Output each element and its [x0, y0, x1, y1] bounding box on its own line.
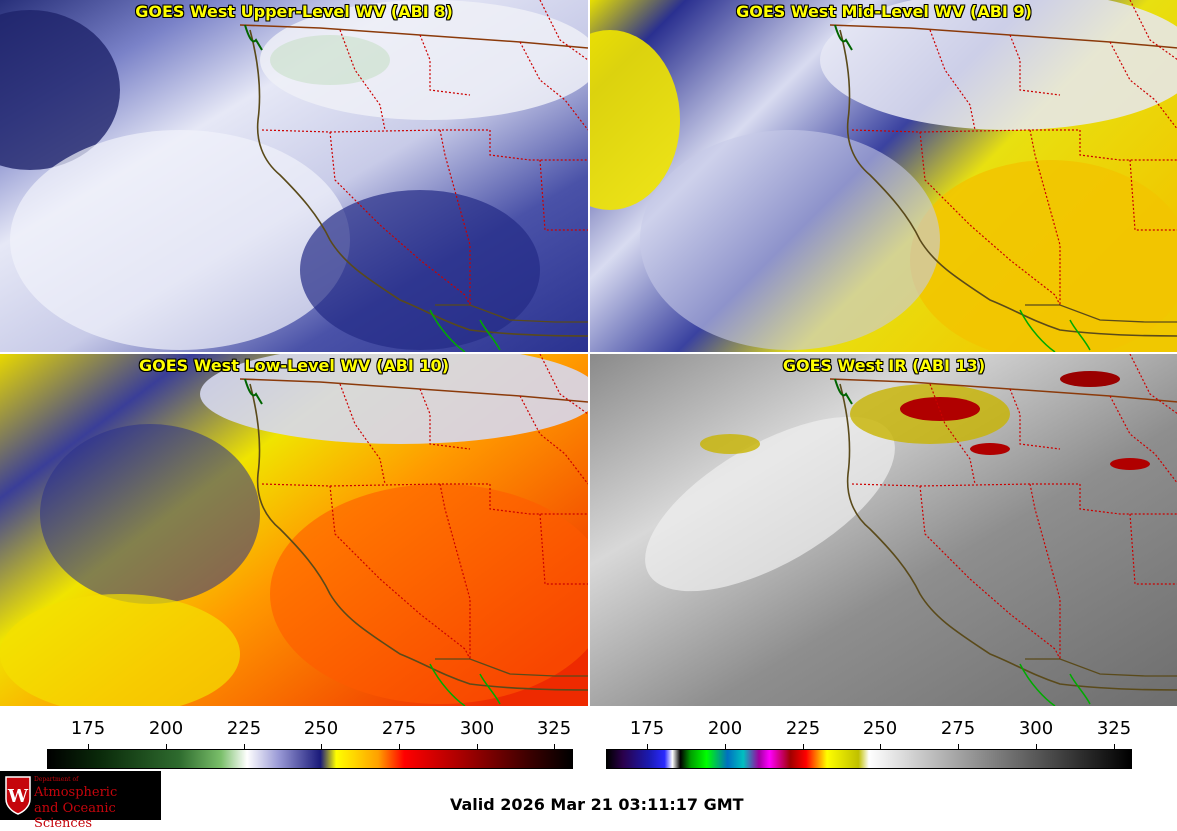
low-level-wv-image — [0, 354, 588, 706]
upper-level-wv-image — [0, 0, 588, 352]
tick-label: 225 — [226, 718, 262, 739]
tick-label: 275 — [940, 718, 976, 739]
panel-title: GOES West Low-Level WV (ABI 10) — [138, 356, 449, 375]
panel-low-level-wv: GOES West Low-Level WV (ABI 10) — [0, 354, 588, 706]
tick-label: 175 — [629, 718, 665, 739]
tick-label: 275 — [381, 718, 417, 739]
ir-image — [590, 354, 1177, 706]
tick-label: 325 — [536, 718, 572, 739]
panel-upper-level-wv: GOES West Upper-Level WV (ABI 8) — [0, 0, 588, 352]
tick-label: 200 — [707, 718, 743, 739]
tick-label: 225 — [785, 718, 821, 739]
logo-line2: Atmospheric — [34, 785, 118, 800]
tick-label: 250 — [862, 718, 898, 739]
colorbar-gradient-ir — [606, 749, 1132, 769]
colorbar-wv: 175 200 225 250 275 300 325 — [0, 706, 588, 770]
tick-label: 300 — [1018, 718, 1054, 739]
tick-label: 200 — [148, 718, 184, 739]
panel-title: GOES West Mid-Level WV (ABI 9) — [736, 2, 1032, 21]
tick-label: 325 — [1096, 718, 1132, 739]
tick-label: 175 — [70, 718, 106, 739]
logo-line3: and Oceanic Sciences — [34, 801, 116, 831]
valid-time: Valid 2026 Mar 21 03:11:17 GMT — [450, 795, 744, 814]
panel-mid-level-wv: GOES West Mid-Level WV (ABI 9) — [590, 0, 1177, 352]
aos-logo: W Department of Atmospheric and Oceanic … — [0, 771, 161, 831]
logo-line1: Department of — [34, 776, 79, 783]
tick-label: 300 — [459, 718, 495, 739]
colorbar-ir: 175 200 225 250 275 300 325 — [590, 706, 1177, 770]
mid-level-wv-image — [590, 0, 1177, 352]
tick-label: 250 — [303, 718, 339, 739]
colorbar-gradient-wv — [47, 749, 573, 769]
crest-letter: W — [7, 786, 29, 807]
panel-title: GOES West Upper-Level WV (ABI 8) — [135, 2, 453, 21]
panel-ir: GOES West IR (ABI 13) — [590, 354, 1177, 706]
panel-title: GOES West IR (ABI 13) — [782, 356, 986, 375]
uw-crest-icon: W — [5, 776, 31, 815]
